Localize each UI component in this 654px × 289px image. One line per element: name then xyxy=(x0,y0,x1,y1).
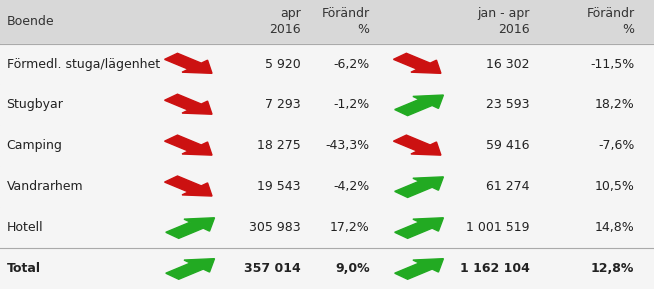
Polygon shape xyxy=(165,53,212,73)
Text: 23 593: 23 593 xyxy=(486,99,530,112)
Bar xyxy=(0,248,654,289)
Polygon shape xyxy=(166,259,215,279)
Text: 357 014: 357 014 xyxy=(244,262,301,275)
Polygon shape xyxy=(394,53,441,73)
Bar xyxy=(0,166,654,207)
Text: 18,2%: 18,2% xyxy=(594,99,634,112)
Polygon shape xyxy=(395,177,443,197)
Text: -7,6%: -7,6% xyxy=(598,139,634,152)
Text: 16 302: 16 302 xyxy=(486,58,530,71)
Text: Förändr
%: Förändr % xyxy=(586,7,634,36)
Bar xyxy=(0,125,654,166)
Text: 1 162 104: 1 162 104 xyxy=(460,262,530,275)
Polygon shape xyxy=(166,218,215,238)
Text: Boende: Boende xyxy=(7,15,54,28)
Polygon shape xyxy=(394,135,441,155)
Text: jan - apr
2016: jan - apr 2016 xyxy=(477,7,530,36)
Text: Vandrarhem: Vandrarhem xyxy=(7,180,83,193)
Text: 61 274: 61 274 xyxy=(486,180,530,193)
Text: 18 275: 18 275 xyxy=(257,139,301,152)
Bar xyxy=(0,0,654,44)
Text: -1,2%: -1,2% xyxy=(334,99,370,112)
Text: Hotell: Hotell xyxy=(7,221,43,234)
Polygon shape xyxy=(395,95,443,116)
Text: -43,3%: -43,3% xyxy=(326,139,370,152)
Text: 14,8%: 14,8% xyxy=(594,221,634,234)
Text: Total: Total xyxy=(7,262,41,275)
Text: 12,8%: 12,8% xyxy=(591,262,634,275)
Text: 19 543: 19 543 xyxy=(257,180,301,193)
Text: 5 920: 5 920 xyxy=(265,58,301,71)
Text: Förmedl. stuga/lägenhet: Förmedl. stuga/lägenhet xyxy=(7,58,160,71)
Text: Förändr
%: Förändr % xyxy=(321,7,370,36)
Bar xyxy=(0,84,654,125)
Text: Camping: Camping xyxy=(7,139,62,152)
Text: 17,2%: 17,2% xyxy=(330,221,370,234)
Bar xyxy=(0,44,654,84)
Text: 9,0%: 9,0% xyxy=(335,262,370,275)
Polygon shape xyxy=(395,259,443,279)
Polygon shape xyxy=(165,94,212,114)
Text: 1 001 519: 1 001 519 xyxy=(466,221,530,234)
Text: 59 416: 59 416 xyxy=(486,139,530,152)
Polygon shape xyxy=(165,135,212,155)
Text: -11,5%: -11,5% xyxy=(590,58,634,71)
Text: 10,5%: 10,5% xyxy=(594,180,634,193)
Polygon shape xyxy=(395,218,443,238)
Text: apr
2016: apr 2016 xyxy=(269,7,301,36)
Text: 305 983: 305 983 xyxy=(249,221,301,234)
Text: -4,2%: -4,2% xyxy=(334,180,370,193)
Bar xyxy=(0,207,654,248)
Polygon shape xyxy=(165,176,212,196)
Text: 7 293: 7 293 xyxy=(266,99,301,112)
Text: -6,2%: -6,2% xyxy=(334,58,370,71)
Text: Stugbyar: Stugbyar xyxy=(7,99,63,112)
